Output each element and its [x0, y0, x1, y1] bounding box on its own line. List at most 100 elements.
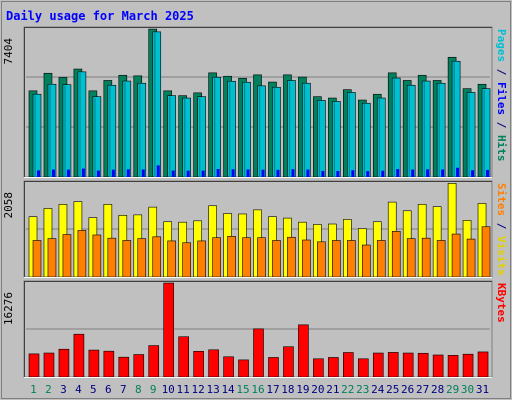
- bar-files-shade: [139, 84, 141, 177]
- bar-files: [257, 85, 266, 178]
- bar-kbytes: [88, 349, 100, 378]
- bar-pages: [396, 169, 400, 177]
- x-tick-label: 17: [266, 383, 279, 396]
- bar-files: [406, 84, 416, 178]
- bar-pages: [37, 170, 40, 177]
- bar-files: [361, 102, 371, 178]
- bar-files-shade: [288, 81, 291, 177]
- bar-kbytes: [417, 352, 429, 378]
- bar-pages: [111, 169, 115, 177]
- series-legend-label: Pages / Files / Hits: [495, 29, 508, 162]
- bar-files-shade: [169, 96, 171, 177]
- bar-sites: [466, 238, 476, 278]
- panel-hits-files-pages: 7404: [2, 26, 493, 178]
- bar-files: [32, 93, 42, 178]
- bar-sites: [272, 240, 281, 278]
- x-tick-label: 27: [416, 383, 429, 396]
- bar-pages: [231, 169, 235, 177]
- bar-pages: [141, 169, 145, 177]
- bar-pages: [426, 169, 430, 177]
- bar-sites: [302, 239, 311, 278]
- bar-files: [212, 76, 221, 178]
- bar-files-shade: [438, 84, 440, 177]
- bar-kbytes: [477, 351, 489, 378]
- bar-sites: [212, 237, 221, 278]
- bar-kbytes: [357, 358, 369, 378]
- x-tick-label: 18: [281, 383, 294, 396]
- bar-sites: [47, 238, 57, 278]
- x-tick-label: 14: [221, 383, 235, 396]
- bar-kbytes: [328, 357, 339, 378]
- x-tick-label: 5: [90, 383, 97, 396]
- bar-pages: [81, 168, 85, 177]
- bar-kbytes: [148, 345, 160, 378]
- bar-kbytes: [193, 350, 204, 378]
- bar-files: [302, 82, 311, 178]
- bar-sites: [481, 226, 491, 278]
- bar-sites: [406, 238, 416, 278]
- bar-sites: [451, 233, 461, 278]
- bar-sites: [167, 240, 177, 278]
- x-tick-label: 22: [341, 383, 354, 396]
- bar-kbytes: [238, 359, 249, 378]
- panel-kbytes: 16276: [2, 280, 493, 378]
- bar-kbytes: [343, 352, 354, 378]
- x-axis-labels: 1 2 3 4 5 6 7 8 9 10 11 12 13 14 15 16 17 18 19 20 21 22 23 24 2…: [30, 383, 489, 396]
- bar-files: [287, 80, 296, 178]
- x-tick-label: 3: [60, 383, 67, 396]
- bar-kbytes: [283, 346, 294, 378]
- bar-sites: [347, 240, 356, 278]
- x-tick-label: 24: [371, 383, 385, 396]
- x-tick-label: 2: [45, 383, 52, 396]
- bar-files-shade: [378, 99, 380, 177]
- bar-kbytes: [58, 348, 70, 378]
- bar-pages: [156, 165, 160, 177]
- bar-pages: [381, 170, 385, 177]
- bar-files: [182, 97, 191, 178]
- legend-part: /: [495, 115, 508, 135]
- bar-files: [391, 77, 401, 178]
- bar-files-shade: [259, 86, 261, 177]
- bar-kbytes: [432, 354, 444, 378]
- x-tick-label: 25: [386, 383, 399, 396]
- bar-pages: [126, 169, 130, 177]
- bar-kbytes: [118, 356, 130, 378]
- x-tick-label: 7: [120, 383, 127, 396]
- bar-sites: [242, 237, 251, 278]
- bar-files-shade: [124, 82, 126, 177]
- bar-kbytes: [268, 357, 279, 378]
- x-tick-label: 31: [476, 383, 489, 396]
- bar-sites: [32, 240, 42, 278]
- x-tick-label: 6: [105, 383, 112, 396]
- series-legend-label: KBytes: [495, 283, 508, 323]
- bar-pages: [261, 169, 265, 177]
- legend-part: Visits: [495, 236, 508, 276]
- bar-files: [122, 80, 132, 178]
- x-tick-label: 15: [236, 383, 249, 396]
- series-legend-label: Sites / Visits: [495, 183, 508, 276]
- bar-pages: [411, 169, 415, 177]
- bar-files: [332, 101, 341, 178]
- bar-sites: [182, 242, 191, 278]
- bar-files: [466, 92, 476, 178]
- bar-kbytes: [223, 356, 234, 378]
- bar-kbytes: [402, 352, 414, 378]
- x-tick-label: 19: [296, 383, 309, 396]
- legend-part: /: [495, 62, 508, 82]
- bar-pages: [186, 170, 190, 177]
- bar-sites: [137, 238, 147, 278]
- bar-files: [77, 71, 87, 178]
- bar-sites: [436, 240, 446, 278]
- bar-sites: [92, 234, 102, 278]
- series-legend: Pages / Files / Hits Sites / Visits KBytes: [495, 29, 508, 323]
- bar-files-shade: [453, 62, 455, 178]
- x-tick-label: 23: [356, 383, 369, 396]
- bar-kbytes: [447, 355, 459, 378]
- bar-files-shade: [199, 97, 201, 177]
- bar-sites: [421, 237, 431, 278]
- bar-kbytes: [178, 336, 189, 378]
- x-tick-label: 26: [401, 383, 414, 396]
- x-tick-label: 29: [446, 383, 459, 396]
- bar-files-shade: [483, 89, 485, 177]
